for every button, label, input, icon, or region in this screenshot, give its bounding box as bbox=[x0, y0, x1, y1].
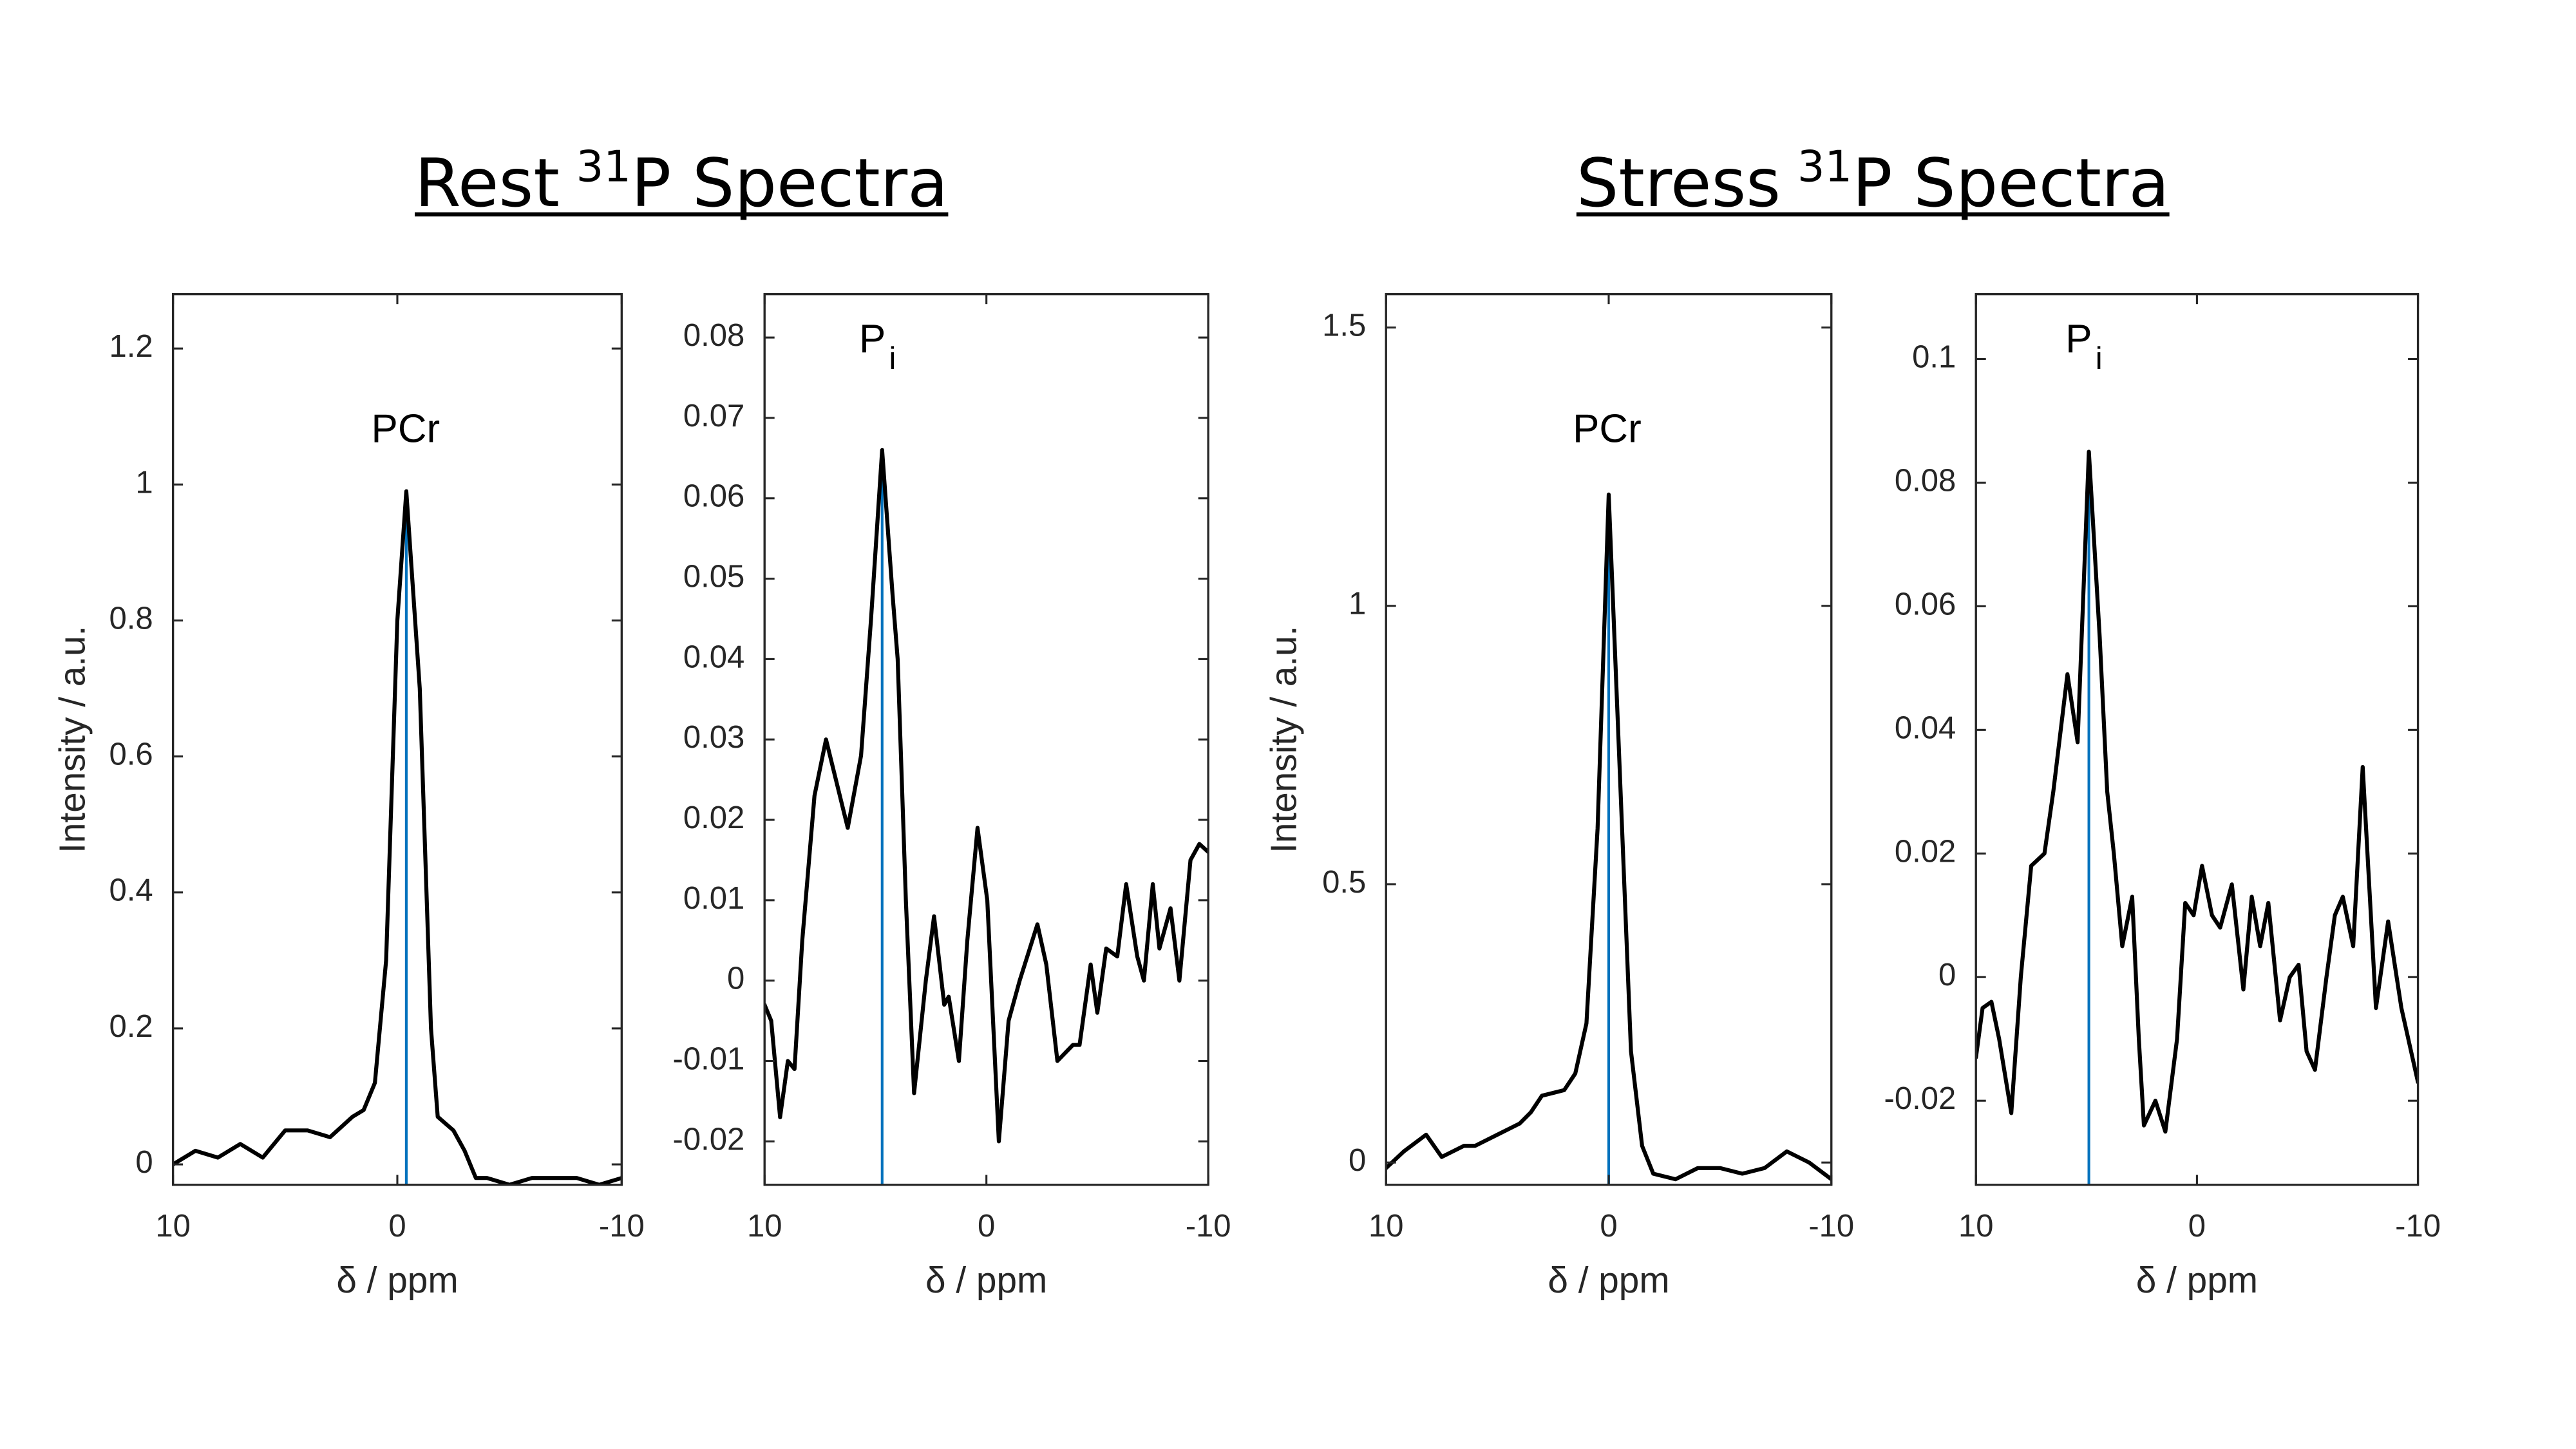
x-tick-label: 0 bbox=[1600, 1209, 1617, 1244]
title-word: Rest bbox=[415, 145, 560, 222]
plot-area bbox=[1976, 450, 2418, 1134]
x-tick-label: 10 bbox=[1368, 1209, 1404, 1244]
spectrum-line bbox=[764, 448, 1209, 1144]
x-tick-label: 10 bbox=[1958, 1209, 1994, 1244]
y-tick-label: 0.1 bbox=[1912, 339, 1956, 374]
y-tick-label: 0 bbox=[1938, 958, 1956, 992]
axes-box bbox=[1975, 293, 2420, 1186]
y-tick-label: 0.02 bbox=[683, 800, 744, 835]
y-tick-label: 0.2 bbox=[109, 1009, 153, 1044]
section-title: Rest 31P Spectra bbox=[415, 141, 948, 222]
annotation-text: P bbox=[2065, 317, 2092, 361]
peak-annotation: PCr bbox=[1573, 406, 1642, 451]
y-tick-label: 1 bbox=[135, 465, 153, 500]
title-word: P Spectra bbox=[631, 145, 948, 222]
plot-area bbox=[764, 448, 1209, 1144]
x-tick-label: -10 bbox=[1186, 1209, 1231, 1244]
title-superscript: 31 bbox=[576, 141, 631, 191]
y-tick-label: 0.8 bbox=[109, 601, 153, 636]
y-tick-label: 0.06 bbox=[683, 479, 744, 514]
y-tick-label: 0.02 bbox=[1895, 834, 1956, 869]
annotation-subscript: i bbox=[2096, 341, 2103, 376]
x-tick-label: 0 bbox=[388, 1209, 406, 1244]
annotation-text: PCr bbox=[1573, 406, 1642, 451]
y-tick-label: 0.08 bbox=[1895, 463, 1956, 498]
x-tick-label: -10 bbox=[1808, 1209, 1854, 1244]
y-axis-label: Intensity / a.u. bbox=[52, 626, 93, 853]
title-word: P Spectra bbox=[1852, 145, 2169, 222]
y-tick-label: -0.01 bbox=[673, 1041, 745, 1076]
spectrum-line bbox=[173, 489, 622, 1185]
spectrum-line bbox=[1976, 450, 2418, 1134]
x-tick-label: -10 bbox=[2395, 1209, 2441, 1244]
x-tick-label: 0 bbox=[2188, 1209, 2206, 1244]
spectrum-line bbox=[1386, 492, 1832, 1182]
section-title: Stress 31P Spectra bbox=[1577, 141, 2170, 222]
y-tick-label: 0.07 bbox=[683, 399, 744, 433]
y-tick-label: 1.5 bbox=[1322, 308, 1366, 343]
x-axis-label: δ / ppm bbox=[1548, 1260, 1669, 1301]
y-tick-label: -0.02 bbox=[1884, 1081, 1956, 1116]
y-tick-label: 1.2 bbox=[109, 329, 153, 364]
y-axis-label: Intensity / a.u. bbox=[1264, 626, 1304, 853]
x-axis-label: δ / ppm bbox=[925, 1260, 1047, 1301]
y-tick-label: 0.08 bbox=[683, 318, 744, 353]
title-word: Stress bbox=[1577, 145, 1781, 222]
plot-area bbox=[1386, 492, 1832, 1182]
y-tick-label: 0.05 bbox=[683, 560, 744, 594]
annotation-text: P bbox=[859, 317, 886, 361]
x-axis-label: δ / ppm bbox=[336, 1260, 458, 1301]
y-tick-label: 0 bbox=[727, 961, 744, 996]
panel: 00.20.40.60.811.210 0 -10δ / ppmIntensity … bbox=[52, 293, 645, 1301]
y-tick-label: 0 bbox=[135, 1145, 153, 1180]
x-tick-label: 10 bbox=[747, 1209, 782, 1244]
y-tick-label: 0.03 bbox=[683, 720, 744, 755]
annotation-subscript: i bbox=[889, 341, 896, 376]
x-tick-label: 0 bbox=[978, 1209, 995, 1244]
x-axis-label: δ / ppm bbox=[2136, 1260, 2258, 1301]
y-tick-label: -0.02 bbox=[673, 1122, 745, 1157]
y-tick-label: 0.6 bbox=[109, 737, 153, 772]
plot-area bbox=[173, 489, 622, 1185]
y-tick-label: 0.06 bbox=[1895, 587, 1956, 621]
annotation-text: PCr bbox=[372, 406, 440, 451]
y-tick-label: 0.5 bbox=[1322, 865, 1366, 900]
y-tick-label: 0.04 bbox=[1895, 710, 1956, 745]
y-tick-label: 0 bbox=[1349, 1143, 1366, 1178]
title-superscript: 31 bbox=[1797, 141, 1852, 191]
axes-box bbox=[763, 293, 1209, 1186]
x-tick-label: -10 bbox=[599, 1209, 645, 1244]
x-tick-label: 10 bbox=[155, 1209, 191, 1244]
peak-annotation: PCr bbox=[372, 406, 440, 451]
panel: -0.02 0 0.02 0.04 0.06 0.08 0.1 10 0 -10 δ / ppm P i bbox=[1884, 293, 2441, 1301]
panel: -0.02 -0.01 0 0.01 0.02 0.03 0.04 0.05 0.06 0.07 0… bbox=[673, 293, 1231, 1301]
y-tick-label: 1 bbox=[1349, 587, 1366, 621]
y-tick-label: 0.01 bbox=[683, 881, 744, 916]
y-tick-label: 0.4 bbox=[109, 873, 153, 908]
y-tick-label: 0.04 bbox=[683, 639, 744, 674]
